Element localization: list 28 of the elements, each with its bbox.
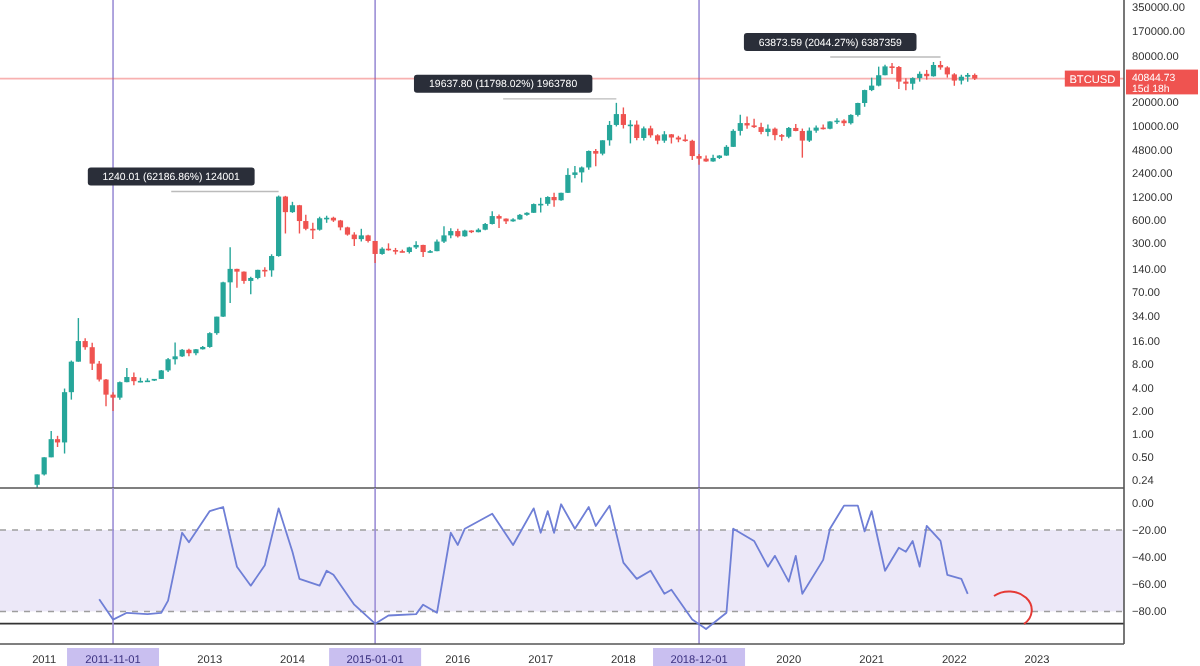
candlestick	[737, 114, 743, 137]
candlestick	[572, 165, 578, 179]
candlestick	[75, 317, 81, 363]
line-series	[98, 503, 969, 630]
candlestick	[124, 367, 130, 383]
candlestick	[751, 118, 757, 129]
candlestick	[634, 119, 640, 141]
candlestick	[68, 359, 74, 401]
candlestick	[744, 115, 750, 130]
candlestick	[269, 253, 275, 278]
candlestick	[620, 106, 626, 130]
candlestick	[282, 195, 289, 235]
candlestick	[689, 139, 695, 161]
candlestick	[41, 456, 47, 477]
candlestick	[296, 204, 303, 235]
candlestick	[131, 371, 137, 386]
candlestick	[896, 65, 902, 90]
candlestick	[765, 123, 771, 137]
candlestick	[551, 192, 557, 208]
candlestick	[813, 124, 819, 134]
candlestick	[606, 120, 613, 147]
candlestick	[613, 102, 619, 128]
candlestick	[48, 430, 54, 459]
candlestick	[172, 341, 178, 366]
candlestick	[799, 127, 805, 159]
candlestick	[565, 167, 571, 194]
candlestick	[89, 342, 95, 371]
candlestick	[496, 213, 502, 229]
